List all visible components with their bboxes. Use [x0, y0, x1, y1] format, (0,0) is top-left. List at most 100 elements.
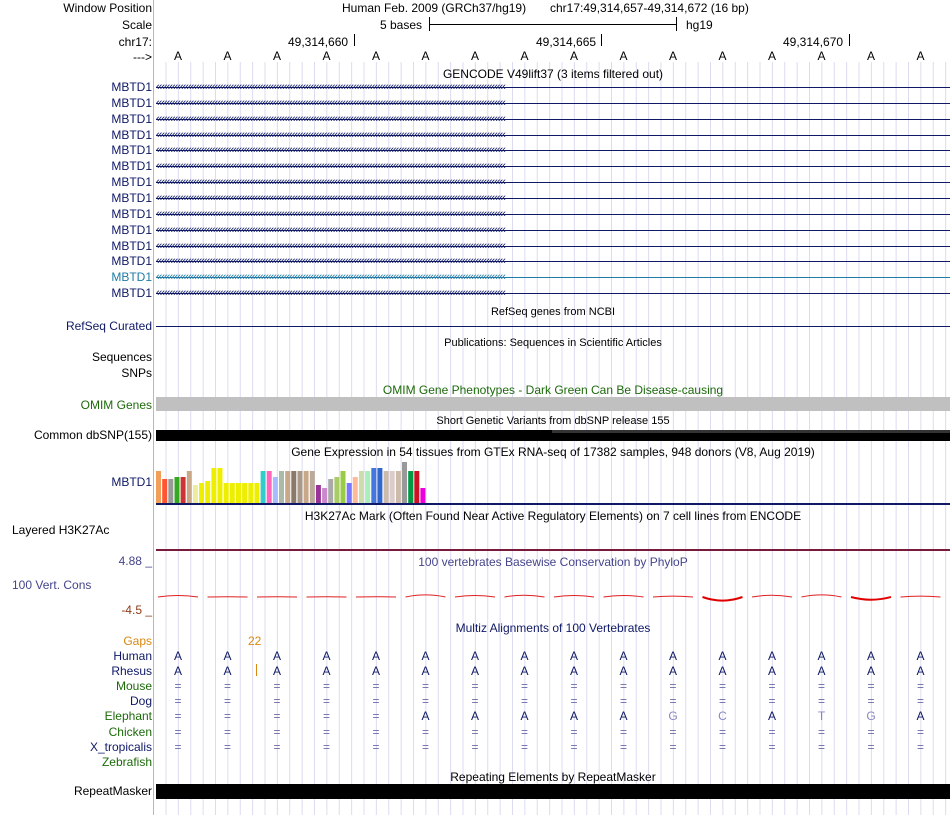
- multiz-species-label[interactable]: Chicken: [108, 724, 152, 739]
- refseq-gene-line[interactable]: [156, 326, 950, 327]
- gtex-tissue-bar[interactable]: [156, 471, 161, 504]
- gencode-transcript-line[interactable]: ‹‹‹‹‹‹‹‹‹‹‹‹‹‹‹‹‹‹‹‹‹‹‹‹‹‹‹‹‹‹‹‹‹‹‹‹‹‹‹‹…: [156, 208, 950, 220]
- multiz-track-title[interactable]: Multiz Alignments of 100 Vertebrates: [455, 621, 651, 635]
- gtex-tissue-bar[interactable]: [371, 468, 377, 504]
- gencode-transcript-line[interactable]: ‹‹‹‹‹‹‹‹‹‹‹‹‹‹‹‹‹‹‹‹‹‹‹‹‹‹‹‹‹‹‹‹‹‹‹‹‹‹‹‹…: [156, 129, 950, 141]
- gencode-transcript-line[interactable]: ‹‹‹‹‹‹‹‹‹‹‹‹‹‹‹‹‹‹‹‹‹‹‹‹‹‹‹‹‹‹‹‹‹‹‹‹‹‹‹‹…: [156, 271, 950, 283]
- gtex-tissue-bar[interactable]: [315, 485, 321, 504]
- gtex-tissue-bar[interactable]: [180, 477, 186, 504]
- gencode-transcript-line[interactable]: ‹‹‹‹‹‹‹‹‹‹‹‹‹‹‹‹‹‹‹‹‹‹‹‹‹‹‹‹‹‹‹‹‹‹‹‹‹‹‹‹…: [156, 287, 950, 299]
- gencode-gene-label[interactable]: MBTD1: [111, 95, 152, 110]
- multiz-species-label[interactable]: Rhesus: [111, 664, 152, 679]
- gtex-tissue-bar[interactable]: [377, 468, 383, 504]
- multiz-gaps-label[interactable]: Gaps: [123, 634, 152, 648]
- omim-track-title[interactable]: OMIM Gene Phenotypes - Dark Green Can Be…: [382, 383, 724, 397]
- multiz-species-label[interactable]: Zebrafish: [101, 754, 152, 769]
- gtex-tissue-bar[interactable]: [297, 471, 303, 504]
- gtex-tissue-bar[interactable]: [420, 488, 426, 504]
- gencode-gene-label[interactable]: MBTD1: [111, 175, 152, 190]
- refseq-track-label[interactable]: RefSeq Curated: [65, 319, 152, 333]
- publications-label-snps[interactable]: SNPs: [121, 366, 152, 380]
- phylop-conservation-plot[interactable]: [156, 570, 950, 620]
- gtex-tissue-bar[interactable]: [346, 483, 352, 504]
- gtex-tissue-bar[interactable]: [254, 483, 260, 504]
- gencode-transcript-line[interactable]: ‹‹‹‹‹‹‹‹‹‹‹‹‹‹‹‹‹‹‹‹‹‹‹‹‹‹‹‹‹‹‹‹‹‹‹‹‹‹‹‹…: [156, 144, 950, 156]
- gencode-transcript-line[interactable]: ‹‹‹‹‹‹‹‹‹‹‹‹‹‹‹‹‹‹‹‹‹‹‹‹‹‹‹‹‹‹‹‹‹‹‹‹‹‹‹‹…: [156, 176, 950, 188]
- gtex-tissue-bar[interactable]: [365, 471, 371, 504]
- gencode-gene-label[interactable]: MBTD1: [111, 270, 152, 285]
- gtex-tissue-bar[interactable]: [248, 483, 254, 504]
- phylop-track-title[interactable]: 100 vertebrates Basewise Conservation by…: [418, 555, 688, 569]
- publications-label-sequences[interactable]: Sequences: [91, 350, 152, 364]
- repeatmasker-track-label[interactable]: RepeatMasker: [73, 784, 152, 798]
- gtex-tissue-bar[interactable]: [340, 471, 346, 504]
- gencode-gene-label[interactable]: MBTD1: [111, 238, 152, 253]
- gtex-tissue-bar[interactable]: [303, 471, 309, 504]
- multiz-species-label[interactable]: Dog: [129, 694, 152, 709]
- gtex-tissue-bar[interactable]: [359, 471, 364, 504]
- gtex-track-label[interactable]: MBTD1: [111, 475, 152, 489]
- gencode-transcript-line[interactable]: ‹‹‹‹‹‹‹‹‹‹‹‹‹‹‹‹‹‹‹‹‹‹‹‹‹‹‹‹‹‹‹‹‹‹‹‹‹‹‹‹…: [156, 192, 950, 204]
- multiz-species-label[interactable]: Mouse: [115, 679, 152, 694]
- gencode-transcript-line[interactable]: ‹‹‹‹‹‹‹‹‹‹‹‹‹‹‹‹‹‹‹‹‹‹‹‹‹‹‹‹‹‹‹‹‹‹‹‹‹‹‹‹…: [156, 255, 950, 267]
- gtex-tissue-bar[interactable]: [402, 462, 407, 504]
- gtex-tissue-bar[interactable]: [211, 468, 217, 504]
- gtex-tissue-bar[interactable]: [352, 477, 358, 504]
- gencode-gene-label[interactable]: MBTD1: [111, 286, 152, 301]
- gencode-gene-label[interactable]: MBTD1: [111, 254, 152, 269]
- gencode-transcript-line[interactable]: ‹‹‹‹‹‹‹‹‹‹‹‹‹‹‹‹‹‹‹‹‹‹‹‹‹‹‹‹‹‹‹‹‹‹‹‹‹‹‹‹…: [156, 97, 950, 109]
- gtex-tissue-bar[interactable]: [223, 483, 229, 504]
- multiz-species-label[interactable]: Elephant: [104, 709, 152, 724]
- gencode-gene-label[interactable]: MBTD1: [111, 190, 152, 205]
- gtex-tissue-bar[interactable]: [260, 471, 266, 504]
- gtex-tissue-bar[interactable]: [186, 471, 192, 504]
- multiz-species-label[interactable]: X_tropicalis: [89, 739, 152, 754]
- gtex-tissue-bar[interactable]: [383, 471, 389, 504]
- gtex-tissue-bar[interactable]: [205, 481, 211, 504]
- gtex-tissue-bar[interactable]: [309, 471, 315, 504]
- gtex-track-title[interactable]: Gene Expression in 54 tissues from GTEx …: [291, 445, 815, 459]
- gtex-tissue-bar[interactable]: [192, 485, 198, 504]
- gtex-tissue-bar[interactable]: [162, 479, 168, 504]
- gtex-tissue-bar[interactable]: [199, 483, 205, 504]
- publications-track-title[interactable]: Publications: Sequences in Scientific Ar…: [444, 337, 662, 349]
- gtex-tissue-bar[interactable]: [414, 471, 420, 504]
- gtex-tissue-bar[interactable]: [168, 479, 174, 504]
- omim-track-label[interactable]: OMIM Genes: [80, 398, 152, 412]
- gtex-tissue-bar[interactable]: [395, 471, 401, 504]
- gencode-transcript-line[interactable]: ‹‹‹‹‹‹‹‹‹‹‹‹‹‹‹‹‹‹‹‹‹‹‹‹‹‹‹‹‹‹‹‹‹‹‹‹‹‹‹‹…: [156, 224, 950, 236]
- gencode-gene-label[interactable]: MBTD1: [111, 127, 152, 142]
- gtex-tissue-bar[interactable]: [334, 477, 340, 504]
- gencode-gene-label[interactable]: MBTD1: [111, 222, 152, 237]
- h3k27ac-track-title[interactable]: H3K27Ac Mark (Often Found Near Active Re…: [304, 509, 802, 523]
- phylop-track-label[interactable]: 100 Vert. Cons: [12, 578, 92, 592]
- dbsnp-track-title[interactable]: Short Genetic Variants from dbSNP releas…: [436, 415, 670, 427]
- gtex-bar-chart[interactable]: [156, 460, 950, 504]
- gencode-gene-label[interactable]: MBTD1: [111, 111, 152, 126]
- gtex-tissue-bar[interactable]: [242, 483, 248, 504]
- h3k27ac-track-label[interactable]: Layered H3K27Ac: [12, 523, 110, 537]
- dbsnp-track-label[interactable]: Common dbSNP(155): [33, 428, 152, 442]
- gtex-tissue-bar[interactable]: [408, 471, 414, 504]
- dbsnp-variant-bar[interactable]: [156, 430, 950, 441]
- gencode-transcript-line[interactable]: ‹‹‹‹‹‹‹‹‹‹‹‹‹‹‹‹‹‹‹‹‹‹‹‹‹‹‹‹‹‹‹‹‹‹‹‹‹‹‹‹…: [156, 240, 950, 252]
- gtex-tissue-bar[interactable]: [236, 483, 241, 504]
- gencode-transcript-line[interactable]: ‹‹‹‹‹‹‹‹‹‹‹‹‹‹‹‹‹‹‹‹‹‹‹‹‹‹‹‹‹‹‹‹‹‹‹‹‹‹‹‹…: [156, 160, 950, 172]
- gtex-tissue-bar[interactable]: [272, 477, 278, 504]
- gtex-tissue-bar[interactable]: [279, 471, 284, 504]
- gencode-transcript-line[interactable]: ‹‹‹‹‹‹‹‹‹‹‹‹‹‹‹‹‹‹‹‹‹‹‹‹‹‹‹‹‹‹‹‹‹‹‹‹‹‹‹‹…: [156, 81, 950, 93]
- repeatmasker-element-bar[interactable]: [156, 784, 950, 799]
- gencode-track-title[interactable]: GENCODE V49lift37 (3 items filtered out): [442, 67, 664, 81]
- gtex-tissue-bar[interactable]: [328, 479, 334, 504]
- gtex-tissue-bar[interactable]: [291, 471, 297, 504]
- multiz-species-label[interactable]: Human: [113, 649, 152, 663]
- gencode-transcript-line[interactable]: ‹‹‹‹‹‹‹‹‹‹‹‹‹‹‹‹‹‹‹‹‹‹‹‹‹‹‹‹‹‹‹‹‹‹‹‹‹‹‹‹…: [156, 113, 950, 125]
- gtex-tissue-bar[interactable]: [389, 471, 395, 504]
- gencode-gene-label[interactable]: MBTD1: [111, 143, 152, 158]
- gtex-tissue-bar[interactable]: [322, 488, 328, 504]
- gtex-tissue-bar[interactable]: [285, 471, 291, 504]
- gtex-tissue-bar[interactable]: [266, 471, 272, 504]
- refseq-track-title[interactable]: RefSeq genes from NCBI: [490, 306, 616, 318]
- gencode-gene-label[interactable]: MBTD1: [111, 80, 152, 94]
